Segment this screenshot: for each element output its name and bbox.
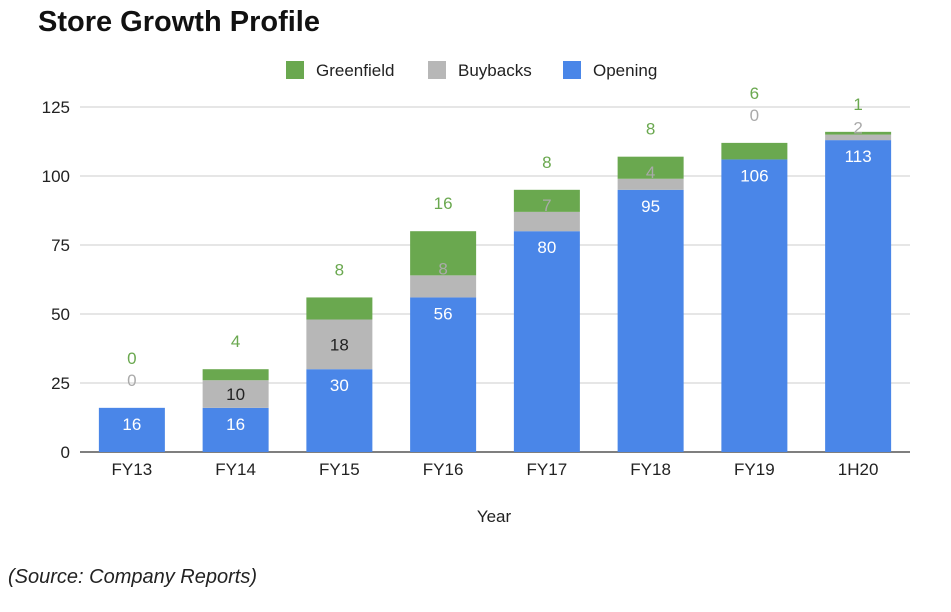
data-label-buybacks: 18 [330, 335, 349, 354]
legend: Greenfield Buybacks Opening [286, 61, 657, 80]
bar-greenfield-fy19 [721, 142, 788, 160]
y-axis: 0 25 50 75 100 125 [42, 98, 70, 462]
bar-opening-fy18 [617, 189, 684, 453]
bar-opening-1h20 [825, 140, 892, 452]
bar-opening-fy17 [513, 231, 580, 452]
x-tick-label: FY19 [734, 460, 775, 479]
data-label-opening: 16 [122, 415, 141, 434]
chart-title: Store Growth Profile [38, 6, 320, 38]
x-tick-label: 1H20 [838, 460, 879, 479]
x-axis: FY13 FY14 FY15 FY16 FY17 FY18 FY19 1H20 [112, 460, 879, 479]
y-tick-label: 25 [51, 374, 70, 393]
bar-opening-fy15 [306, 369, 373, 452]
bar-opening-fy13 [98, 407, 165, 452]
y-tick-label: 100 [42, 167, 70, 186]
data-label-greenfield: 6 [750, 84, 759, 103]
data-label-buybacks: 10 [226, 385, 245, 404]
legend-swatch-buybacks [428, 61, 446, 79]
legend-swatch-opening [563, 61, 581, 79]
data-label-greenfield: 4 [231, 332, 240, 351]
bar-greenfield-fy14 [202, 369, 269, 381]
data-label-opening: 106 [740, 166, 768, 185]
bars-layer [98, 131, 892, 453]
x-tick-label: FY13 [112, 460, 153, 479]
x-axis-label: Year [477, 507, 512, 526]
data-label-buybacks: 8 [438, 259, 447, 278]
data-label-buybacks: 0 [750, 106, 759, 125]
data-label-buybacks: 0 [127, 371, 136, 390]
x-tick-label: FY18 [630, 460, 671, 479]
y-tick-label: 50 [51, 305, 70, 324]
y-tick-label: 0 [61, 443, 70, 462]
data-label-buybacks: 4 [646, 163, 655, 182]
data-label-buybacks: 7 [542, 196, 551, 215]
data-label-opening: 95 [641, 197, 660, 216]
data-labels-layer: 16 0 0 16 10 4 30 18 8 56 8 16 80 7 8 95 4 8 106 0 6 113 2 1 [122, 84, 871, 434]
bar-buybacks-1h20 [825, 134, 892, 141]
data-label-buybacks: 2 [853, 119, 862, 138]
bar-buybacks-fy17 [513, 211, 580, 232]
data-label-greenfield: 8 [646, 120, 655, 139]
legend-label-opening: Opening [593, 61, 657, 80]
bar-greenfield-fy18 [617, 156, 684, 179]
bar-opening-fy14 [202, 407, 269, 452]
data-label-opening: 16 [226, 415, 245, 434]
data-label-greenfield: 16 [434, 194, 453, 213]
bar-buybacks-fy18 [617, 178, 684, 190]
bar-greenfield-fy15 [306, 297, 373, 320]
data-label-opening: 80 [537, 238, 556, 257]
bar-greenfield-fy16 [410, 231, 477, 276]
data-label-opening: 113 [845, 147, 872, 166]
legend-swatch-greenfield [286, 61, 304, 79]
data-label-greenfield: 0 [127, 349, 136, 368]
legend-label-greenfield: Greenfield [316, 61, 394, 80]
data-label-greenfield: 8 [335, 260, 344, 279]
bar-opening-fy19 [721, 159, 788, 452]
legend-label-buybacks: Buybacks [458, 61, 532, 80]
source-note: (Source: Company Reports) [8, 566, 257, 588]
y-tick-label: 125 [42, 98, 70, 117]
bar-buybacks-fy16 [410, 275, 477, 298]
data-label-opening: 30 [330, 376, 349, 395]
x-tick-label: FY16 [423, 460, 464, 479]
x-tick-label: FY14 [215, 460, 256, 479]
bar-buybacks-fy14 [202, 380, 269, 408]
x-tick-label: FY15 [319, 460, 360, 479]
data-label-greenfield: 1 [853, 95, 862, 114]
bar-greenfield-1h20 [825, 131, 892, 135]
data-label-opening: 56 [434, 304, 453, 323]
bar-buybacks-fy15 [306, 319, 373, 370]
y-tick-label: 75 [51, 236, 70, 255]
bar-opening-fy16 [410, 297, 477, 452]
bar-greenfield-fy17 [513, 189, 580, 212]
data-label-greenfield: 8 [542, 153, 551, 172]
x-tick-label: FY17 [527, 460, 568, 479]
